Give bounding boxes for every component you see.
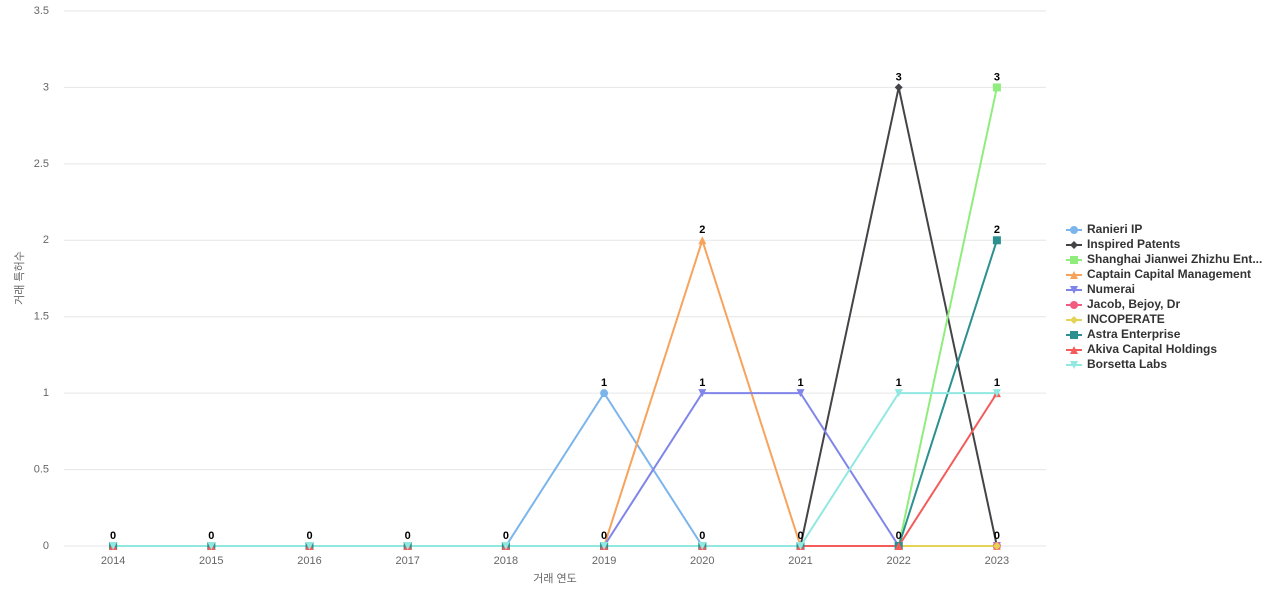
x-tick-label: 2023 xyxy=(985,555,1009,567)
point xyxy=(992,389,1001,398)
data-label: 0 xyxy=(405,530,411,542)
series-line xyxy=(113,392,997,547)
data-label: 0 xyxy=(503,530,509,542)
x-tick-label: 2014 xyxy=(101,555,125,567)
data-label: 1 xyxy=(601,377,607,389)
y-axis-title: 거래 특허수 xyxy=(13,251,26,305)
legend-symbol xyxy=(1070,301,1078,309)
point xyxy=(600,389,609,398)
point xyxy=(796,542,805,550)
legend-symbol xyxy=(1070,346,1078,354)
point xyxy=(992,83,1001,92)
point xyxy=(894,389,903,398)
data-label: 2 xyxy=(699,224,705,236)
data-label: 0 xyxy=(208,530,214,542)
data-label: 0 xyxy=(994,530,1000,542)
x-tick-label: 2020 xyxy=(690,555,714,567)
point xyxy=(207,542,216,550)
point xyxy=(894,83,903,92)
y-tick-label: 1 xyxy=(43,387,49,399)
point xyxy=(796,389,805,398)
x-tick-label: 2016 xyxy=(297,555,321,567)
data-label: 0 xyxy=(601,530,607,542)
data-label: 0 xyxy=(699,530,705,542)
x-tick-label: 2015 xyxy=(199,555,223,567)
point xyxy=(894,542,903,550)
data-label: 0 xyxy=(896,530,902,542)
data-label: 1 xyxy=(994,377,1000,389)
legend-label: Inspired Patents xyxy=(1087,237,1181,251)
legend-label: Astra Enterprise xyxy=(1087,327,1181,341)
x-tick-label: 2019 xyxy=(592,555,616,567)
y-tick-label: 2.5 xyxy=(34,158,49,170)
point xyxy=(698,236,707,245)
point xyxy=(698,542,707,550)
data-label: 1 xyxy=(699,377,705,389)
data-label: 3 xyxy=(896,71,902,83)
point xyxy=(600,542,609,550)
legend-label: Jacob, Bejoy, Dr xyxy=(1087,297,1180,311)
legend-label: Shanghai Jianwei Zhizhu Ent... xyxy=(1087,252,1262,266)
data-label: 1 xyxy=(797,377,803,389)
y-tick-label: 3 xyxy=(43,81,49,93)
point xyxy=(501,542,510,550)
point xyxy=(305,542,314,550)
legend-symbol xyxy=(1070,271,1078,279)
legend-symbol xyxy=(1070,361,1078,369)
data-label: 1 xyxy=(896,377,902,389)
data-label: 3 xyxy=(994,71,1000,83)
legend-label: Borsetta Labs xyxy=(1087,357,1167,371)
data-label: 0 xyxy=(306,530,312,542)
legend-label: Numerai xyxy=(1087,282,1135,296)
y-tick-label: 2 xyxy=(43,234,49,246)
x-tick-label: 2021 xyxy=(788,555,812,567)
x-tick-label: 2017 xyxy=(395,555,419,567)
point xyxy=(109,542,118,550)
data-label: 0 xyxy=(110,530,116,542)
x-axis-title: 거래 연도 xyxy=(533,572,577,585)
legend-label: Captain Capital Management xyxy=(1087,267,1251,281)
legend-label: Akiva Capital Holdings xyxy=(1087,342,1217,356)
y-tick-label: 3.5 xyxy=(34,5,49,17)
y-tick-label: 0 xyxy=(43,540,49,552)
y-tick-label: 1.5 xyxy=(34,311,49,323)
x-tick-label: 2018 xyxy=(494,555,518,567)
point xyxy=(403,542,412,550)
x-tick-label: 2022 xyxy=(886,555,910,567)
point xyxy=(698,389,707,398)
legend-symbol xyxy=(1070,256,1078,264)
legend-symbol xyxy=(1070,331,1078,339)
legend-label: INCOPERATE xyxy=(1087,312,1165,326)
y-tick-label: 0.5 xyxy=(34,463,49,475)
data-label: 2 xyxy=(994,224,1000,236)
legend-symbol xyxy=(1070,226,1078,234)
point xyxy=(992,236,1001,245)
data-label: 0 xyxy=(797,530,803,542)
legend-symbol xyxy=(1070,286,1078,294)
legend-label: Ranieri IP xyxy=(1087,222,1142,236)
point xyxy=(992,542,1001,550)
legend-symbol xyxy=(1070,316,1078,324)
legend-symbol xyxy=(1070,241,1078,249)
